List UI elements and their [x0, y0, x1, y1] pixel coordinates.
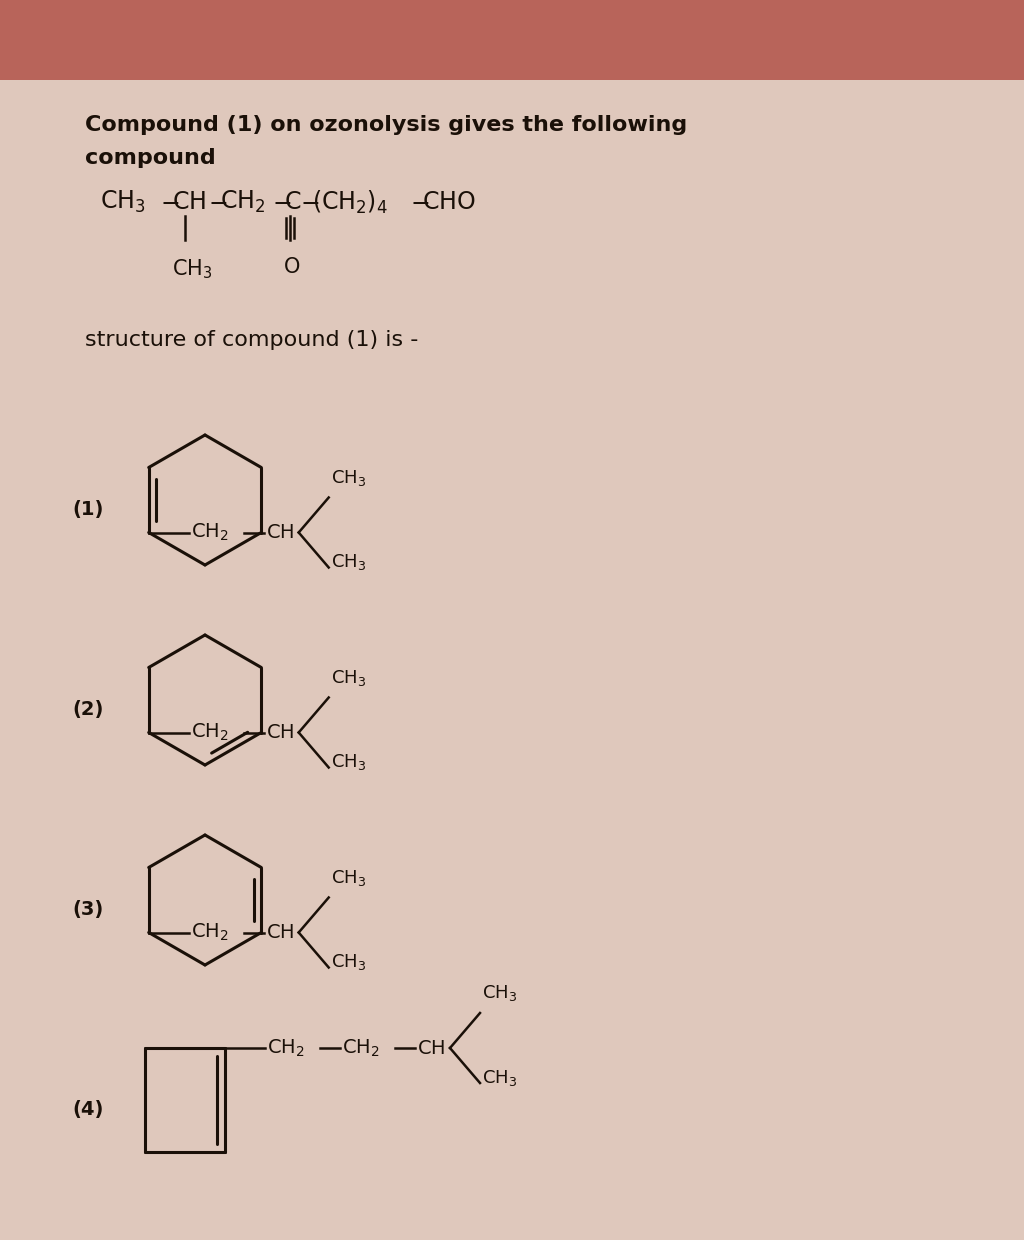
Text: $\mathsf{CH_3}$: $\mathsf{CH_3}$ [331, 952, 366, 972]
Text: (4): (4) [72, 1101, 103, 1120]
Text: $\mathsf{CH}$: $\mathsf{CH}$ [265, 723, 294, 742]
Text: $\mathsf{CH}$: $\mathsf{CH}$ [172, 190, 206, 215]
Text: $\mathsf{-}$: $\mathsf{-}$ [272, 190, 291, 215]
Text: $\mathsf{CH_3}$: $\mathsf{CH_3}$ [331, 753, 366, 773]
Text: $\mathsf{CH_2}$: $\mathsf{CH_2}$ [267, 1038, 305, 1059]
Text: $\mathsf{-}$: $\mathsf{-}$ [300, 190, 319, 215]
Text: $\mathsf{CH_3}$: $\mathsf{CH_3}$ [331, 467, 366, 487]
Text: $\mathsf{CH}$: $\mathsf{CH}$ [265, 923, 294, 942]
Text: $\mathsf{CH_3}$: $\mathsf{CH_3}$ [482, 983, 517, 1003]
Text: $\mathsf{CHO}$: $\mathsf{CHO}$ [422, 190, 475, 215]
Text: $\mathsf{CH_3}$: $\mathsf{CH_3}$ [482, 1068, 517, 1087]
Text: $\mathsf{CH_2}$: $\mathsf{CH_2}$ [190, 722, 228, 743]
Text: structure of compound (1) is -: structure of compound (1) is - [85, 330, 419, 350]
Text: (1): (1) [72, 501, 103, 520]
Text: $\mathsf{CH_3}$: $\mathsf{CH_3}$ [331, 868, 366, 888]
Text: $\mathsf{CH_3}$: $\mathsf{CH_3}$ [331, 553, 366, 573]
Text: $\mathsf{-}$: $\mathsf{-}$ [160, 190, 179, 215]
Text: (2): (2) [72, 701, 103, 719]
Text: $\mathsf{C}$: $\mathsf{C}$ [284, 190, 301, 215]
Text: $\mathsf{CH_3}$: $\mathsf{CH_3}$ [331, 667, 366, 687]
Text: $\mathsf{(CH_2)_4}$: $\mathsf{(CH_2)_4}$ [312, 188, 388, 216]
FancyBboxPatch shape [0, 0, 1024, 81]
Text: $\mathsf{CH_2}$: $\mathsf{CH_2}$ [190, 522, 228, 543]
Text: Compound (1) on ozonolysis gives the following: Compound (1) on ozonolysis gives the fol… [85, 115, 687, 135]
Text: (3): (3) [72, 900, 103, 920]
Text: $\mathsf{-}$: $\mathsf{-}$ [410, 190, 429, 215]
Text: $\mathsf{CH_3}$: $\mathsf{CH_3}$ [100, 188, 145, 215]
Text: $\mathsf{CH_3}$: $\mathsf{CH_3}$ [172, 257, 213, 280]
Text: $\mathsf{O}$: $\mathsf{O}$ [283, 257, 300, 277]
Text: $\mathsf{CH_2}$: $\mathsf{CH_2}$ [220, 188, 265, 215]
Text: $\mathsf{CH}$: $\mathsf{CH}$ [417, 1039, 445, 1058]
Text: $\mathsf{CH_2}$: $\mathsf{CH_2}$ [190, 921, 228, 944]
Text: $\mathsf{-}$: $\mathsf{-}$ [208, 190, 227, 215]
Text: compound: compound [85, 148, 216, 167]
Text: $\mathsf{CH}$: $\mathsf{CH}$ [265, 523, 294, 542]
Text: $\mathsf{CH_2}$: $\mathsf{CH_2}$ [342, 1038, 380, 1059]
